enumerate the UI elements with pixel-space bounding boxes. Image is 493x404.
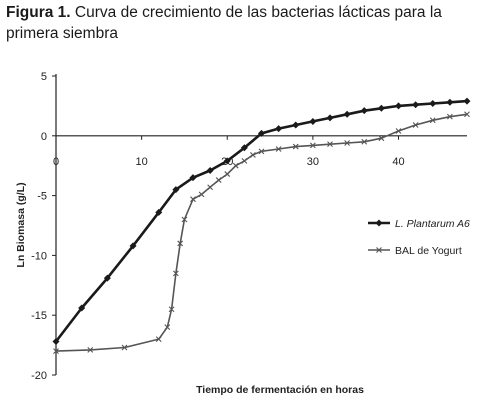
x-tick-label: 30: [307, 156, 319, 168]
y-tick-label: -5: [37, 191, 47, 203]
data-point: [376, 247, 382, 253]
data-point: [360, 107, 368, 115]
data-point: [168, 306, 175, 313]
data-point: [375, 219, 383, 227]
y-tick-label: -10: [31, 250, 47, 262]
y-axis-label: Ln Biomasa (g/L): [15, 182, 27, 267]
data-point: [463, 97, 471, 105]
data-point: [429, 100, 437, 108]
x-tick-label: 10: [136, 156, 148, 168]
data-point: [155, 336, 162, 343]
figure-caption: Figura 1. Curva de crecimiento de las ba…: [6, 2, 490, 44]
data-point: [292, 143, 299, 150]
data-point: [241, 158, 248, 164]
x-tick-label: 40: [392, 156, 404, 168]
data-point: [181, 216, 188, 223]
data-point: [361, 138, 368, 145]
data-point: [224, 171, 231, 177]
chart-axes: 50-5-10-15-20010203040: [31, 71, 467, 382]
legend-entry: BAL de Yogurt: [395, 245, 462, 257]
data-point: [412, 122, 419, 128]
data-point: [215, 177, 222, 183]
x-axis-label: Tiempo de fermentación en horas: [196, 384, 364, 396]
data-point: [198, 191, 205, 198]
y-tick-label: 5: [41, 71, 47, 83]
data-point: [155, 208, 163, 216]
data-point: [309, 117, 317, 125]
data-point: [309, 142, 316, 149]
data-point: [395, 128, 402, 134]
data-point: [446, 113, 453, 120]
data-point: [412, 101, 420, 109]
chart-series: [52, 97, 471, 354]
y-tick-label: 0: [41, 131, 47, 143]
data-point: [258, 129, 265, 137]
data-point: [464, 111, 470, 118]
data-point: [240, 144, 248, 152]
data-point: [232, 162, 239, 169]
data-point: [429, 117, 436, 124]
data-point: [258, 148, 265, 155]
series-bal-de-yogurt: [53, 111, 470, 354]
data-point: [446, 98, 454, 106]
chart-legend: L. Plantarum A6 BAL de Yogurt: [368, 218, 470, 257]
data-point: [189, 174, 197, 182]
data-point: [250, 152, 256, 158]
series-line: [55, 113, 468, 352]
data-point: [172, 186, 180, 194]
data-point: [327, 141, 333, 148]
y-tick-label: -15: [31, 310, 47, 322]
data-point: [206, 166, 214, 174]
data-point: [343, 110, 351, 118]
data-point: [52, 338, 60, 346]
data-point: [103, 274, 111, 282]
data-point: [172, 270, 179, 277]
data-point: [164, 324, 171, 331]
data-point: [344, 140, 351, 146]
figure-text: Curva de crecimiento de las bacterias lá…: [6, 4, 442, 42]
data-point: [177, 240, 184, 247]
data-point: [121, 344, 128, 351]
figure-label: Figura 1.: [6, 4, 71, 21]
data-point: [395, 102, 402, 110]
data-point: [190, 196, 196, 203]
data-point: [292, 121, 300, 129]
data-point: [53, 348, 59, 354]
x-tick-label: 0: [53, 156, 59, 168]
y-tick-label: -20: [31, 370, 47, 382]
data-point: [378, 135, 385, 142]
data-point: [207, 184, 214, 191]
data-point: [326, 114, 334, 122]
series-l-plantarum-a6: [52, 97, 471, 346]
data-point: [223, 157, 231, 165]
legend-entry: L. Plantarum A6: [395, 218, 470, 230]
data-point: [129, 242, 137, 250]
data-point: [78, 304, 86, 312]
data-point: [275, 146, 282, 152]
data-point: [87, 346, 94, 353]
data-point: [275, 125, 283, 133]
data-point: [377, 104, 385, 112]
